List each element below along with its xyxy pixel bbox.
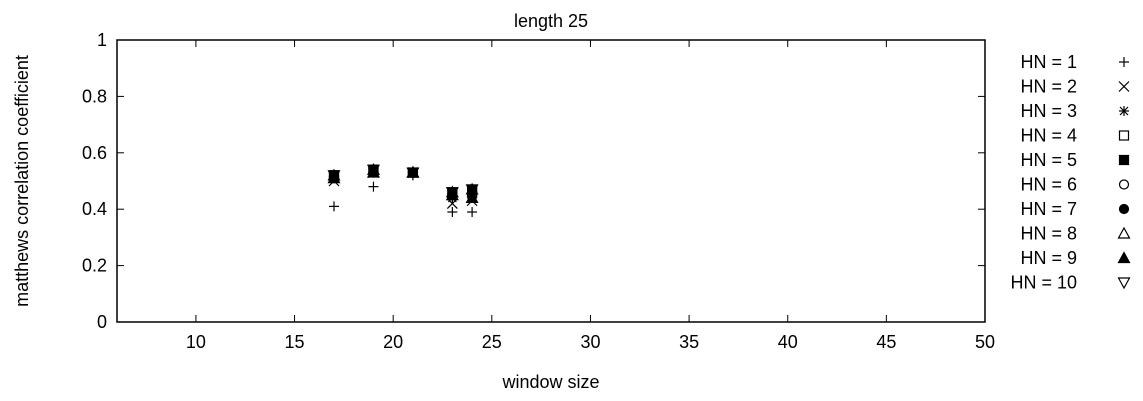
x-tick-label: 40 (778, 332, 798, 352)
y-tick-label: 1 (97, 30, 107, 50)
data-point (467, 207, 478, 218)
x-axis-label: window size (501, 372, 599, 392)
legend-marker (1117, 226, 1131, 239)
data-point (465, 184, 479, 197)
legend-marker (1118, 203, 1130, 215)
legend-marker (1117, 277, 1131, 290)
legend-label: HN = 5 (1020, 150, 1077, 170)
x-tick-label: 25 (482, 332, 502, 352)
data-point (368, 181, 379, 192)
legend-label: HN = 6 (1020, 175, 1077, 195)
legend-marker (1118, 154, 1130, 166)
data-point (447, 207, 458, 218)
chart-title: length 25 (514, 11, 588, 31)
legend-marker (1119, 57, 1129, 67)
x-tick-label: 45 (876, 332, 896, 352)
data-point (445, 188, 459, 201)
x-tick-label: 50 (975, 332, 995, 352)
legend-label: HN = 8 (1020, 224, 1077, 244)
legend-label: HN = 4 (1020, 126, 1077, 146)
legend-label: HN = 2 (1020, 77, 1077, 97)
plot-frame (116, 39, 986, 323)
x-axis: 10 15 20 25 30 35 40 45 50 (186, 40, 995, 352)
legend-marker (1118, 81, 1130, 92)
x-tick-label: 10 (186, 332, 206, 352)
legend-label: HN = 1 (1020, 52, 1077, 72)
x-tick-label: 30 (580, 332, 600, 352)
data-point (327, 170, 341, 183)
legend-label: HN = 10 (1010, 273, 1077, 293)
y-tick-label: 0.4 (82, 199, 107, 219)
x-tick-label: 35 (679, 332, 699, 352)
legend-marker (1118, 179, 1130, 190)
x-tick-label: 20 (383, 332, 403, 352)
legend-marker (1118, 130, 1130, 141)
x-tick-label: 15 (285, 332, 305, 352)
legend-label: HN = 7 (1020, 199, 1077, 219)
y-axis-label: matthews correlation coefficient (12, 55, 32, 307)
data-point (366, 164, 380, 177)
y-axis: 0 0.2 0.4 0.6 0.8 1 (82, 30, 985, 332)
y-tick-label: 0.6 (82, 143, 107, 163)
data-point (406, 167, 420, 180)
legend-label: HN = 9 (1020, 248, 1077, 268)
legend-marker (1119, 106, 1129, 116)
data-point (327, 171, 341, 184)
data-point (445, 187, 459, 200)
y-tick-label: 0 (97, 312, 107, 332)
data-point (366, 165, 380, 178)
data-point (465, 191, 479, 204)
legend-marker (1117, 251, 1131, 264)
data-points (327, 162, 479, 218)
legend: HN = 1 HN = 2 HN = 3 HN = 4 HN = 5 HN = 6 HN =… (1010, 52, 1131, 293)
data-point (329, 201, 339, 212)
data-point (446, 198, 458, 209)
legend-label: HN = 3 (1020, 101, 1077, 121)
y-tick-label: 0.2 (82, 256, 107, 276)
y-tick-label: 0.8 (82, 86, 107, 106)
